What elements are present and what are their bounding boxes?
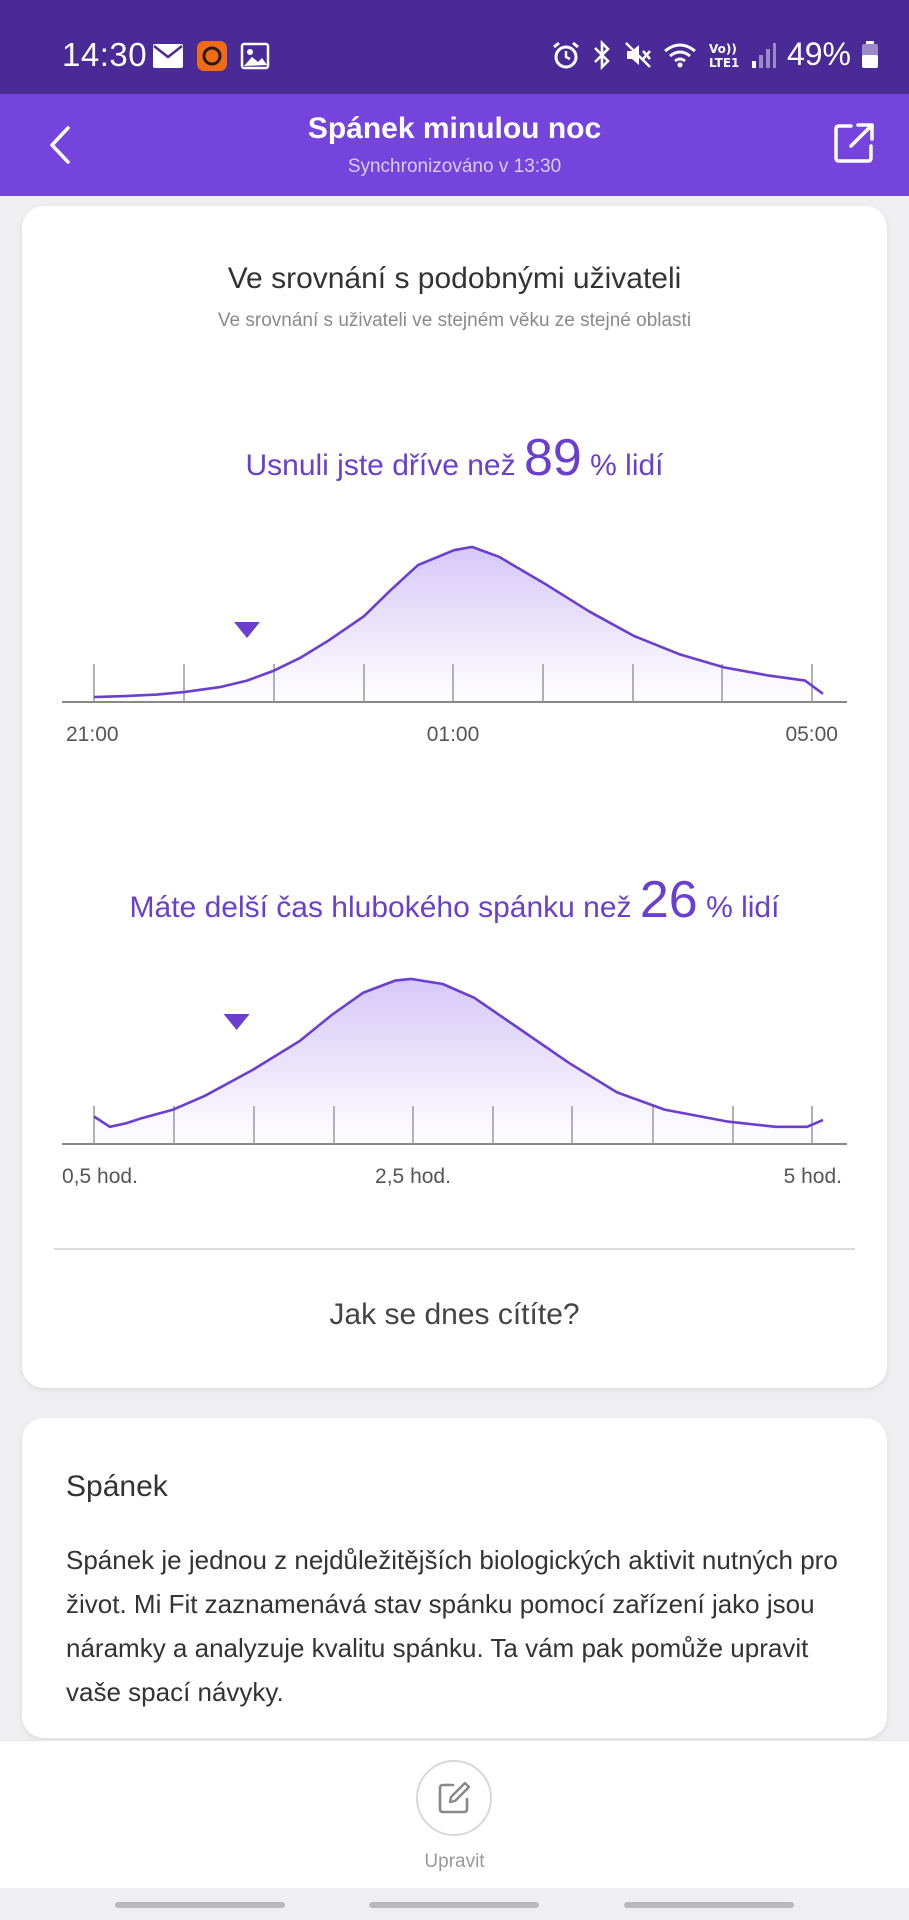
battery-icon bbox=[861, 40, 879, 69]
nav-recent-button[interactable] bbox=[115, 1902, 285, 1908]
nav-home-button[interactable] bbox=[369, 1902, 539, 1908]
volte-icon: Vo)) LTE1 bbox=[707, 40, 741, 70]
sleep-onset-chart: 21:00 01:00 05:00 bbox=[62, 545, 847, 746]
divider bbox=[54, 1248, 855, 1250]
user-marker-icon bbox=[234, 622, 260, 638]
bottom-bar: Upravit bbox=[0, 1740, 909, 1888]
comparison-card: Ve srovnání s podobnými uživateli Ve sro… bbox=[22, 206, 887, 1388]
app-bar: Spánek minulou noc Synchronizováno v 13:… bbox=[0, 94, 909, 196]
x-tick-label: 21:00 bbox=[66, 723, 119, 746]
x-tick-label: 01:00 bbox=[427, 723, 480, 746]
page-title: Spánek minulou noc bbox=[307, 112, 602, 145]
navigation-bar bbox=[0, 1888, 909, 1920]
back-icon[interactable] bbox=[40, 120, 80, 170]
x-tick-label: 5 hod. bbox=[784, 1165, 842, 1188]
status-right-icons: Vo)) LTE1 49% bbox=[551, 36, 879, 73]
mi-app-icon bbox=[196, 40, 228, 72]
comparison-subtitle: Ve srovnání s uživateli ve stejném věku … bbox=[217, 310, 692, 331]
sleep-onset-suffix: % lidí bbox=[590, 449, 664, 482]
mail-icon bbox=[152, 43, 184, 69]
status-time: 14:30 bbox=[62, 36, 148, 73]
chart-area-fill bbox=[94, 546, 823, 702]
status-left-icons bbox=[152, 40, 270, 72]
bluetooth-icon bbox=[591, 39, 613, 70]
wifi-icon bbox=[663, 41, 697, 69]
alarm-icon bbox=[551, 40, 581, 70]
mute-icon bbox=[623, 40, 653, 70]
user-marker-icon bbox=[223, 1014, 250, 1030]
feel-question-button[interactable]: Jak se dnes cítíte? bbox=[329, 1298, 580, 1331]
comparison-title: Ve srovnání s podobnými uživateli bbox=[227, 262, 682, 295]
deep-sleep-suffix: % lidí bbox=[706, 891, 780, 924]
gallery-icon bbox=[240, 42, 270, 70]
sync-status: Synchronizováno v 13:30 bbox=[347, 156, 562, 177]
sleep-onset-headline: Usnuli jste dříve než 89 % lidí bbox=[22, 428, 887, 488]
edit-label: Upravit bbox=[424, 1851, 485, 1872]
nav-back-button[interactable] bbox=[624, 1902, 794, 1908]
x-tick-label: 05:00 bbox=[785, 723, 838, 746]
sleep-info-card: Spánek Spánek je jednou z nejdůležitější… bbox=[22, 1418, 887, 1738]
status-bar: 14:30 Vo)) LTE1 49% bbox=[0, 0, 909, 94]
chart-line bbox=[93, 977, 824, 1129]
share-icon[interactable] bbox=[831, 120, 877, 166]
sleep-onset-prefix: Usnuli jste dříve než bbox=[245, 449, 516, 482]
sleep-onset-value: 89 bbox=[523, 429, 582, 487]
svg-text:LTE1: LTE1 bbox=[709, 56, 739, 70]
deep-sleep-headline: Máte delší čas hlubokého spánku než 26 %… bbox=[22, 870, 887, 930]
x-tick-label: 2,5 hod. bbox=[375, 1165, 451, 1188]
battery-percent: 49% bbox=[786, 36, 851, 72]
svg-text:Vo)): Vo)) bbox=[709, 42, 737, 56]
deep-sleep-prefix: Máte delší čas hlubokého spánku než bbox=[129, 891, 632, 924]
edit-button[interactable] bbox=[416, 1760, 492, 1836]
chart-line bbox=[93, 545, 824, 699]
info-title: Spánek bbox=[66, 1470, 168, 1503]
signal-icon bbox=[751, 41, 777, 69]
deep-sleep-chart: 0,5 hod. 2,5 hod. 5 hod. bbox=[62, 977, 847, 1188]
info-body: Spánek je jednou z nejdůležitějších biol… bbox=[66, 1545, 838, 1707]
chart-area-fill bbox=[94, 978, 823, 1144]
deep-sleep-value: 26 bbox=[639, 871, 698, 929]
x-tick-label: 0,5 hod. bbox=[62, 1165, 138, 1188]
edit-icon bbox=[435, 1779, 473, 1817]
